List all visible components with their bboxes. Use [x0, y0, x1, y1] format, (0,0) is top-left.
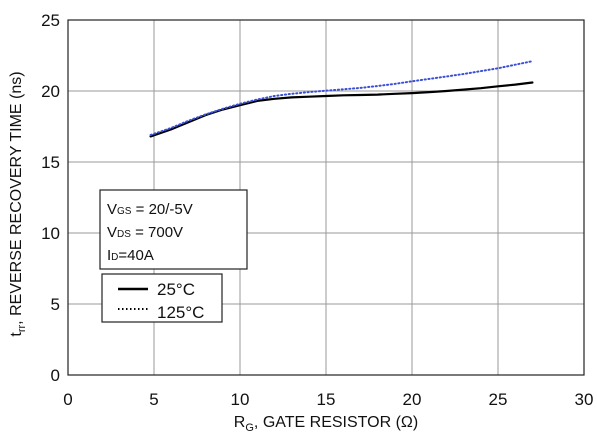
legend-frame [101, 273, 223, 323]
y-tick-label: 5 [51, 295, 60, 314]
y-tick-labels: 0 5 10 15 20 25 [41, 11, 60, 385]
y-axis-title: trr, REVERSE RECOVERY TIME (ns) [8, 71, 28, 336]
condition-vds: VDS = 700V [107, 224, 183, 241]
x-tick-labels: 0 5 10 15 20 25 30 [63, 390, 593, 409]
y-tick-label: 20 [41, 82, 60, 101]
x-tick-label: 30 [575, 390, 594, 409]
x-tick-label: 0 [63, 390, 72, 409]
conditions-box-frame [99, 189, 248, 270]
plot-frame [67, 19, 585, 376]
condition-id: ID=40A [107, 247, 154, 264]
conditions-box: VGS = 20/-5V VDS = 700V ID=40A [99, 189, 248, 270]
y-tick-label: 10 [41, 224, 60, 243]
x-tick-label: 25 [489, 390, 508, 409]
condition-vgs: VGS = 20/-5V [107, 201, 193, 218]
x-axis-title: RG, GATE RESISTOR (Ω) [234, 414, 418, 434]
y-tick-label: 15 [41, 153, 60, 172]
y-tick-label: 25 [41, 11, 60, 30]
series-layer [149, 60, 534, 138]
legend-label-125c: 125°C [157, 303, 204, 322]
x-tick-label: 10 [231, 390, 250, 409]
x-tick-label: 5 [149, 390, 158, 409]
series-line-125c [149, 60, 534, 136]
x-tick-label: 15 [317, 390, 336, 409]
y-tick-label: 0 [51, 366, 60, 385]
x-tick-label: 20 [403, 390, 422, 409]
legend: 25°C 125°C [101, 273, 223, 323]
legend-label-25c: 25°C [157, 280, 195, 299]
series-line-25c [149, 81, 534, 138]
